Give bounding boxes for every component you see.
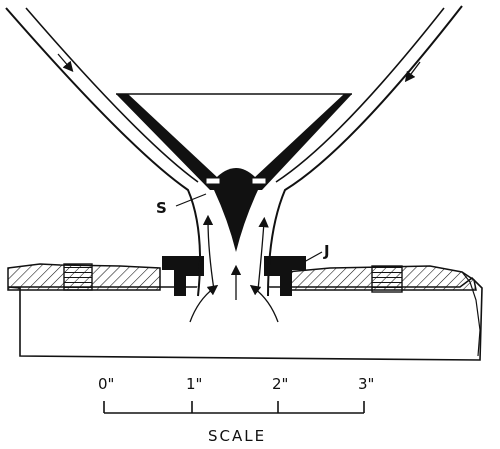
callout-seat: S xyxy=(156,193,207,217)
base-plate xyxy=(7,263,483,361)
callout-joint-leader xyxy=(303,251,323,263)
funnel-cone xyxy=(5,5,463,297)
scale-bar: 0" 1" 2" 3" SCALE xyxy=(98,375,374,445)
flow-arrows xyxy=(57,53,421,323)
callout-joint: J xyxy=(303,242,330,263)
scale-tick-label-3: 3" xyxy=(358,375,374,393)
callout-seat-leader xyxy=(175,193,207,207)
valve-plug xyxy=(205,168,267,252)
callout-joint-label: J xyxy=(323,242,330,260)
orifice-passage xyxy=(196,200,270,290)
scale-tick-label-2: 2" xyxy=(272,375,288,393)
joint-gasket xyxy=(162,256,306,296)
scale-tick-label-0: 0" xyxy=(98,375,114,393)
scale-tick-label-1: 1" xyxy=(186,375,202,393)
scale-caption: SCALE xyxy=(208,427,266,445)
callout-seat-label: S xyxy=(156,199,167,217)
